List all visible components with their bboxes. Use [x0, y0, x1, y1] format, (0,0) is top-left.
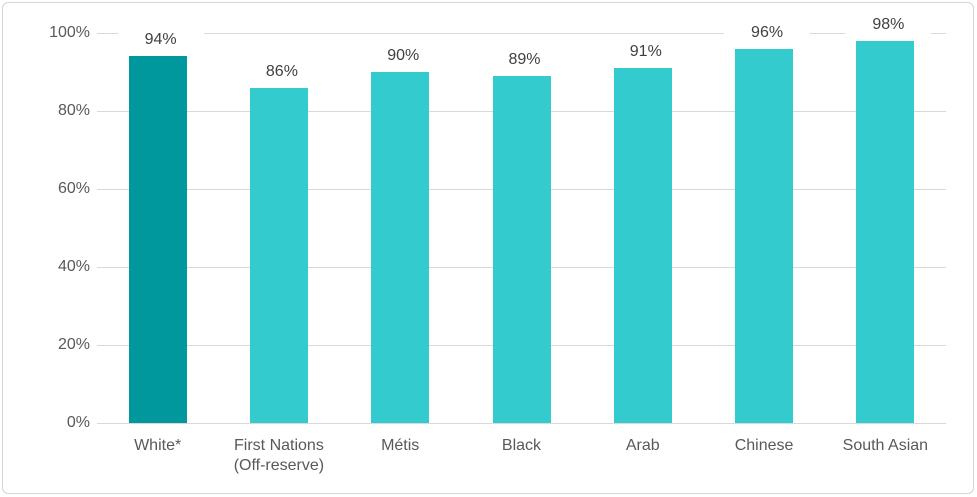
- x-axis-label-m-tis: Métis: [381, 437, 420, 454]
- data-label-arab: 91%: [602, 42, 689, 63]
- data-label-first-nations-off-reserve: 86%: [238, 61, 325, 82]
- bar-south-asian: [856, 40, 915, 423]
- x-axis-label-arab: Arab: [625, 437, 660, 454]
- y-axis-label-100: 100%: [49, 24, 90, 41]
- bar-arab: [613, 68, 672, 423]
- bar-black: [492, 75, 551, 423]
- y-axis-label-20: 20%: [57, 336, 90, 353]
- x-axis-label-white: White*: [134, 437, 182, 454]
- x-axis-label-chinese: Chinese: [734, 437, 794, 454]
- gridline-100: [97, 32, 946, 34]
- y-axis-label-60: 60%: [57, 180, 90, 197]
- bar-chinese: [735, 48, 794, 423]
- x-axis-label-black: Black: [501, 437, 542, 454]
- data-label-chinese: 96%: [724, 22, 811, 43]
- x-axis-label-first-nations-off-reserve: First Nations (Off-reserve): [233, 437, 325, 474]
- gridline-0: [97, 422, 946, 424]
- data-label-white: 94%: [117, 30, 204, 51]
- data-label-black: 89%: [481, 49, 568, 70]
- data-label-south-asian: 98%: [845, 14, 932, 35]
- bar-white: [128, 56, 187, 423]
- bar-first-nations-off-reserve: [249, 87, 308, 423]
- y-axis-label-40: 40%: [57, 258, 90, 275]
- x-axis-label-south-asian: South Asian: [842, 437, 929, 454]
- y-axis-label-80: 80%: [57, 102, 90, 119]
- data-label-m-tis: 90%: [360, 46, 447, 66]
- bar-m-tis: [371, 72, 430, 423]
- y-axis-label-0: 0%: [66, 414, 90, 431]
